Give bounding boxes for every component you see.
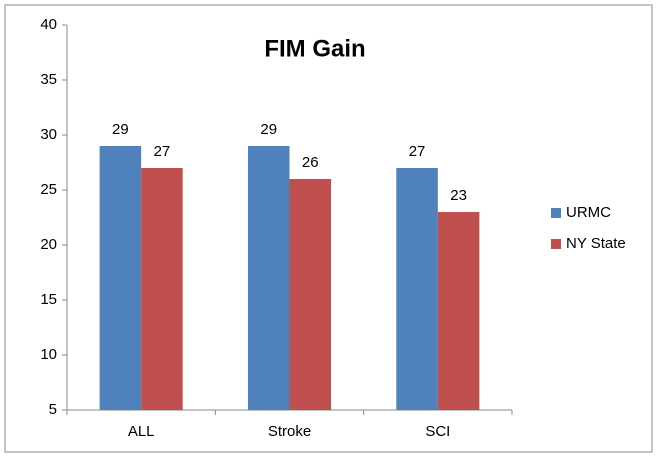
data-label: 26 [302, 154, 319, 171]
data-label: 27 [409, 143, 426, 160]
legend-swatch [551, 208, 561, 218]
bar [247, 146, 290, 410]
data-label: 23 [450, 187, 467, 204]
y-tick-label: 25 [40, 181, 57, 198]
chart-title: FIM Gain [264, 35, 365, 62]
bar [396, 168, 438, 410]
data-label: 27 [154, 143, 171, 160]
bar [99, 146, 142, 410]
x-tick-label: Stroke [268, 423, 311, 440]
y-tick-label: 10 [40, 346, 57, 363]
y-tick-label: 40 [40, 16, 57, 33]
data-label: 29 [112, 121, 129, 138]
x-tick-label: SCI [425, 423, 450, 440]
bar [437, 212, 480, 410]
bar [289, 179, 332, 410]
y-tick-label: 35 [40, 71, 57, 88]
legend-swatch [551, 239, 561, 249]
legend-label: URMC [566, 204, 611, 221]
y-tick-label: 5 [49, 401, 57, 418]
y-tick-label: 30 [40, 126, 57, 143]
x-tick-label: ALL [128, 423, 155, 440]
data-label: 29 [260, 121, 277, 138]
y-tick-label: 15 [40, 291, 57, 308]
bar [141, 168, 183, 410]
legend-label: NY State [566, 235, 626, 252]
y-tick-label: 20 [40, 236, 57, 253]
